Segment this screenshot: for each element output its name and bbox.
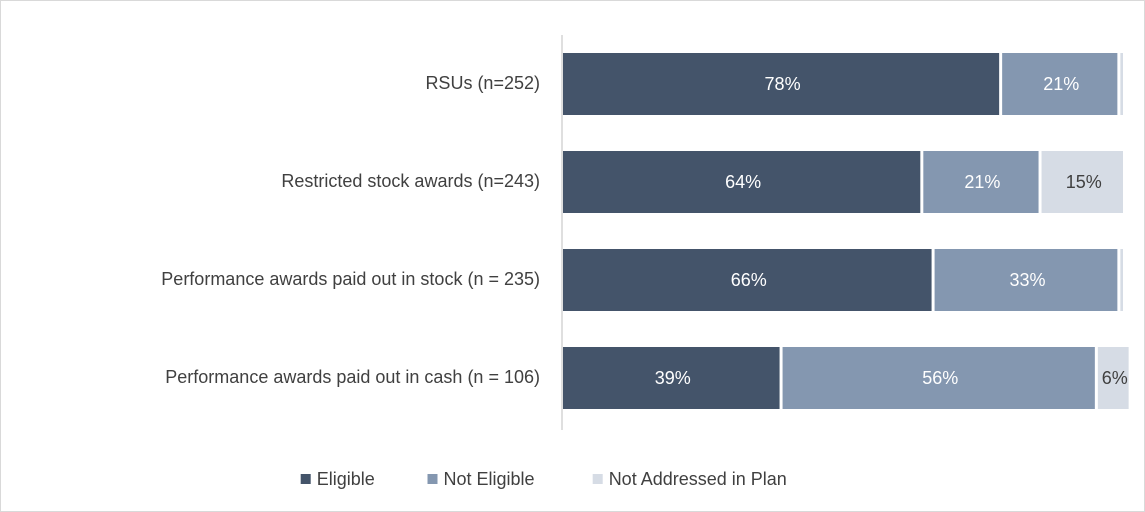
bar-segment	[934, 249, 1118, 311]
value-label: 21%	[964, 172, 1000, 192]
bar-segment	[1097, 347, 1129, 409]
bar-segment	[563, 347, 780, 409]
value-label: 33%	[1009, 270, 1045, 290]
value-label: 6%	[1102, 368, 1128, 388]
bar-segment	[563, 53, 1000, 115]
bar-segment	[563, 151, 921, 213]
legend-swatch	[592, 474, 603, 484]
bar-segment	[782, 347, 1095, 409]
value-label: 56%	[922, 368, 958, 388]
value-label: 15%	[1066, 172, 1102, 192]
value-label: 64%	[725, 172, 761, 192]
bar-segment	[1120, 249, 1123, 311]
y-tick-label: RSUs (n=252)	[425, 73, 540, 93]
value-label: 21%	[1043, 74, 1079, 94]
legend-swatch	[300, 474, 311, 484]
legend-label: Eligible	[317, 469, 375, 489]
y-tick-label: Performance awards paid out in cash (n =…	[165, 367, 540, 387]
legend-label: Not Addressed in Plan	[609, 469, 787, 489]
bar-segment	[923, 151, 1039, 213]
bar-segment	[1002, 53, 1118, 115]
bar-segment	[563, 249, 932, 311]
legend-label: Not Eligible	[444, 469, 535, 489]
y-tick-label: Restricted stock awards (n=243)	[281, 171, 540, 191]
y-tick-label: Performance awards paid out in stock (n …	[161, 269, 540, 289]
value-label: 66%	[731, 270, 767, 290]
legend-swatch	[427, 474, 438, 484]
value-label: 78%	[765, 74, 801, 94]
bar-segment	[1041, 151, 1123, 213]
value-label: 39%	[655, 368, 691, 388]
bar-segment	[1120, 53, 1123, 115]
